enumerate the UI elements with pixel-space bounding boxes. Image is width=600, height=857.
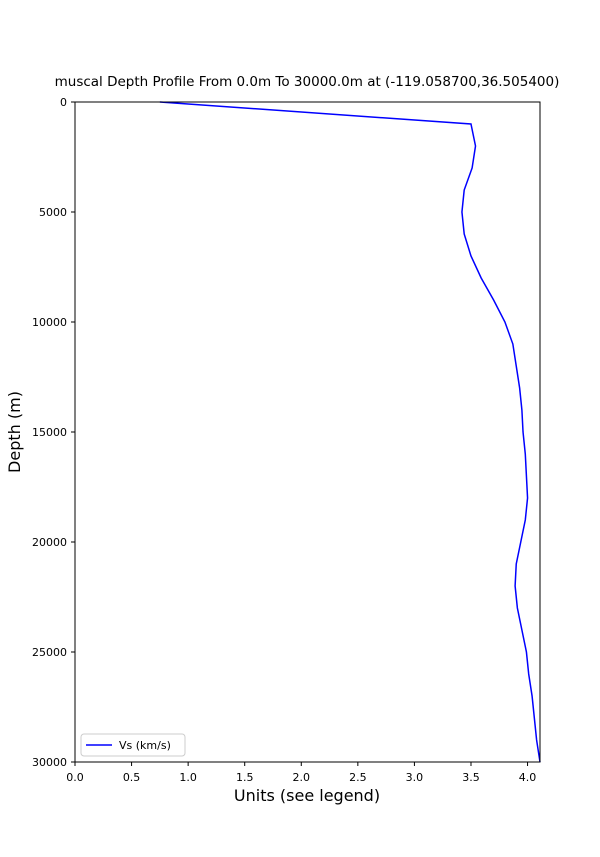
y-axis-label: Depth (m) — [5, 391, 24, 473]
legend: Vs (km/s) — [80, 733, 186, 757]
x-tick-label: 1.5 — [236, 771, 254, 784]
y-tick-label: 25000 — [32, 646, 67, 659]
legend-label: Vs (km/s) — [119, 739, 171, 752]
x-tick-label: 2.5 — [349, 771, 367, 784]
legend-box — [80, 733, 186, 757]
series-line-vs — [159, 101, 541, 763]
plot-frame — [74, 101, 541, 763]
y-tick-label: 30000 — [32, 756, 67, 769]
x-tick-label: 3.0 — [406, 771, 424, 784]
x-tick-label: 2.0 — [293, 771, 311, 784]
y-tick-label: 20000 — [32, 536, 67, 549]
x-tick-label: 0.5 — [123, 771, 141, 784]
y-tick-label: 0 — [60, 96, 67, 109]
chart-title: muscal Depth Profile From 0.0m To 30000.… — [55, 74, 560, 90]
x-axis-label: Units (see legend) — [234, 786, 380, 805]
y-tick-label: 10000 — [32, 316, 67, 329]
y-tick-label: 15000 — [32, 426, 67, 439]
x-tick-label: 1.0 — [179, 771, 197, 784]
y-tick-label: 5000 — [39, 206, 67, 219]
x-tick-label: 0.0 — [66, 771, 84, 784]
x-tick-label: 4.0 — [519, 771, 537, 784]
x-tick-label: 3.5 — [462, 771, 480, 784]
